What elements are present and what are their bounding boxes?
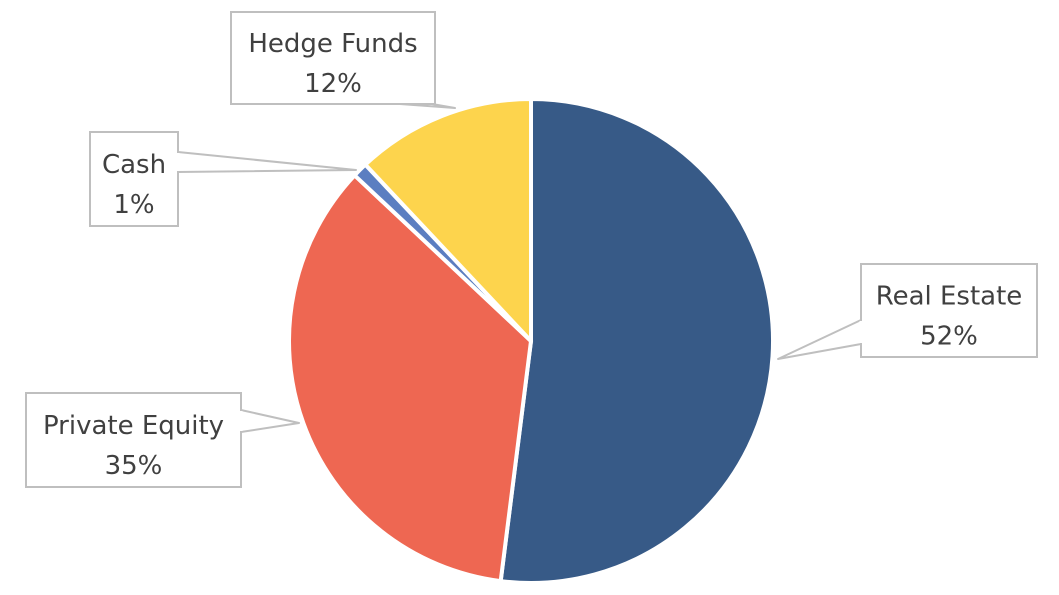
data-label-category: Real Estate: [876, 282, 1023, 312]
leader-line: [177, 151, 357, 173]
data-label-category: Private Equity: [43, 411, 224, 441]
data-label-value: 52%: [920, 322, 978, 352]
callout-box: [25, 392, 242, 488]
pie-slice-hedge-funds: [363, 97, 533, 343]
leader-line: [240, 409, 300, 433]
data-label-category: Cash: [102, 150, 166, 180]
data-label-value: 35%: [105, 451, 163, 481]
pie-slices: [287, 97, 775, 585]
callout-hedge-funds: Hedge Funds 12%: [230, 11, 456, 109]
data-label-value: 1%: [113, 190, 154, 220]
callout-private-equity: Private Equity 35%: [25, 392, 300, 488]
callout-real-estate: Real Estate 52%: [777, 263, 1038, 360]
callout-box: [860, 263, 1038, 358]
callout-box: [230, 11, 436, 105]
data-label-value: 12%: [304, 69, 362, 99]
data-label-callouts: Real Estate 52% Private Equity 35% Cash 1% Hed…: [25, 11, 1038, 488]
data-label-category: Hedge Funds: [248, 29, 417, 59]
pie-slice-private-equity: [287, 173, 533, 584]
leader-line: [777, 319, 862, 360]
callout-box: [89, 131, 179, 227]
pie-slice-real-estate: [498, 97, 775, 585]
callout-cash: Cash 1%: [89, 131, 357, 227]
